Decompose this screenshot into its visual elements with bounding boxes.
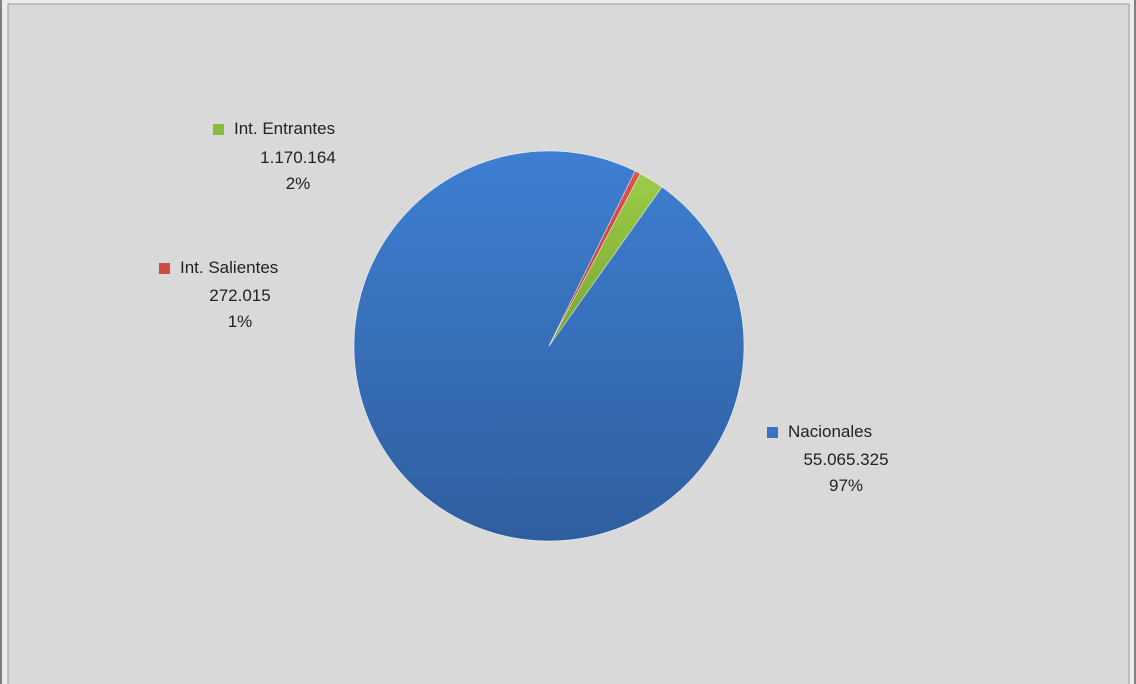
slice-name-int-salientes: Int. Salientes xyxy=(180,258,278,277)
slice-percent-nacionales: 97% xyxy=(829,476,863,495)
slice-percent-int-salientes: 1% xyxy=(228,312,253,331)
slice-name-int-entrantes: Int. Entrantes xyxy=(234,119,335,138)
slice-value-nacionales: 55.065.325 xyxy=(803,450,888,469)
legend-swatch-int-salientes xyxy=(159,263,170,274)
slice-percent-int-entrantes: 2% xyxy=(286,174,311,193)
slice-value-int-entrantes: 1.170.164 xyxy=(260,148,336,167)
pie-slice-int-entrantes xyxy=(548,173,663,347)
slice-name-nacionales: Nacionales xyxy=(788,422,872,441)
slice-value-int-salientes: 272.015 xyxy=(209,286,270,305)
legend-swatch-nacionales xyxy=(767,427,778,438)
legend-swatch-int-entrantes xyxy=(213,124,224,135)
